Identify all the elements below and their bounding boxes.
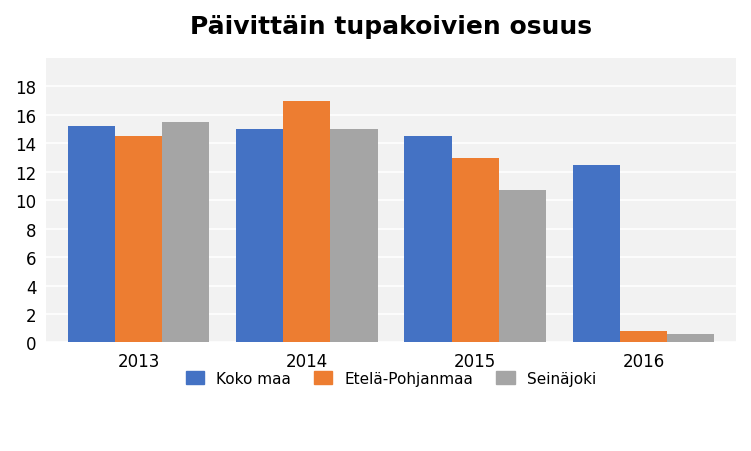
Bar: [330, 130, 378, 343]
Bar: [451, 158, 499, 343]
Bar: [115, 137, 162, 343]
Bar: [499, 191, 546, 343]
Bar: [620, 331, 667, 343]
Bar: [573, 165, 620, 343]
Bar: [283, 101, 330, 343]
Title: Päivittäin tupakoivien osuus: Päivittäin tupakoivien osuus: [190, 15, 592, 39]
Bar: [667, 334, 714, 343]
Bar: [162, 123, 210, 343]
Bar: [236, 130, 283, 343]
Bar: [68, 127, 115, 343]
Bar: [405, 137, 451, 343]
Legend: Koko maa, Etelä-Pohjanmaa, Seinäjoki: Koko maa, Etelä-Pohjanmaa, Seinäjoki: [179, 364, 602, 392]
